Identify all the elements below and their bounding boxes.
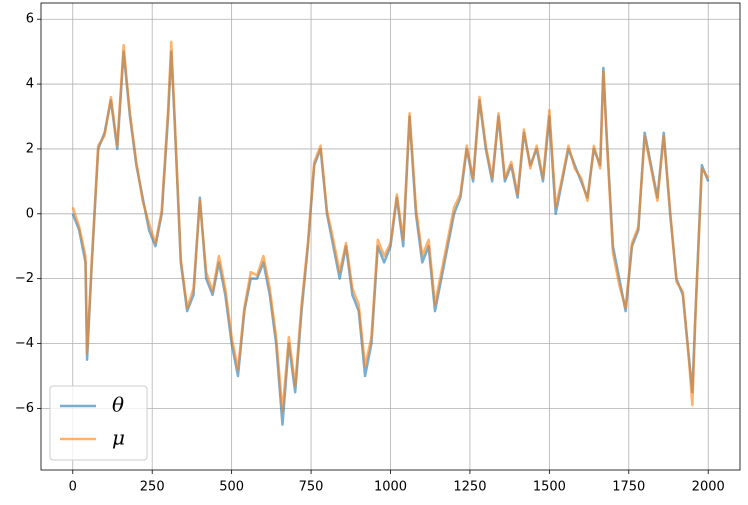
x-tick-label: 1750 bbox=[612, 480, 645, 495]
x-tick-label: 1250 bbox=[453, 480, 486, 495]
y-tick-label: 4 bbox=[26, 77, 34, 92]
axes-frame bbox=[40, 2, 741, 471]
x-tick-label: 250 bbox=[140, 480, 165, 495]
x-tick-label: 0 bbox=[69, 480, 77, 495]
y-tick-label: 2 bbox=[26, 141, 34, 156]
x-tick-label: 750 bbox=[299, 480, 324, 495]
legend-box bbox=[49, 385, 148, 461]
legend-label: μ bbox=[112, 426, 125, 450]
x-tick-label: 500 bbox=[219, 480, 244, 495]
x-tick-label: 2000 bbox=[692, 480, 725, 495]
y-tick-label: −2 bbox=[15, 271, 34, 286]
y-tick-label: −4 bbox=[15, 336, 34, 351]
y-tick-label: 0 bbox=[26, 206, 34, 221]
y-tick-label: −6 bbox=[15, 401, 34, 416]
x-tick-label: 1000 bbox=[374, 480, 407, 495]
legend: θμ bbox=[49, 385, 148, 461]
y-tick-label: 6 bbox=[26, 12, 34, 27]
series-line bbox=[71, 40, 710, 413]
legend-label: θ bbox=[112, 393, 124, 417]
x-tick-label: 1500 bbox=[533, 480, 566, 495]
